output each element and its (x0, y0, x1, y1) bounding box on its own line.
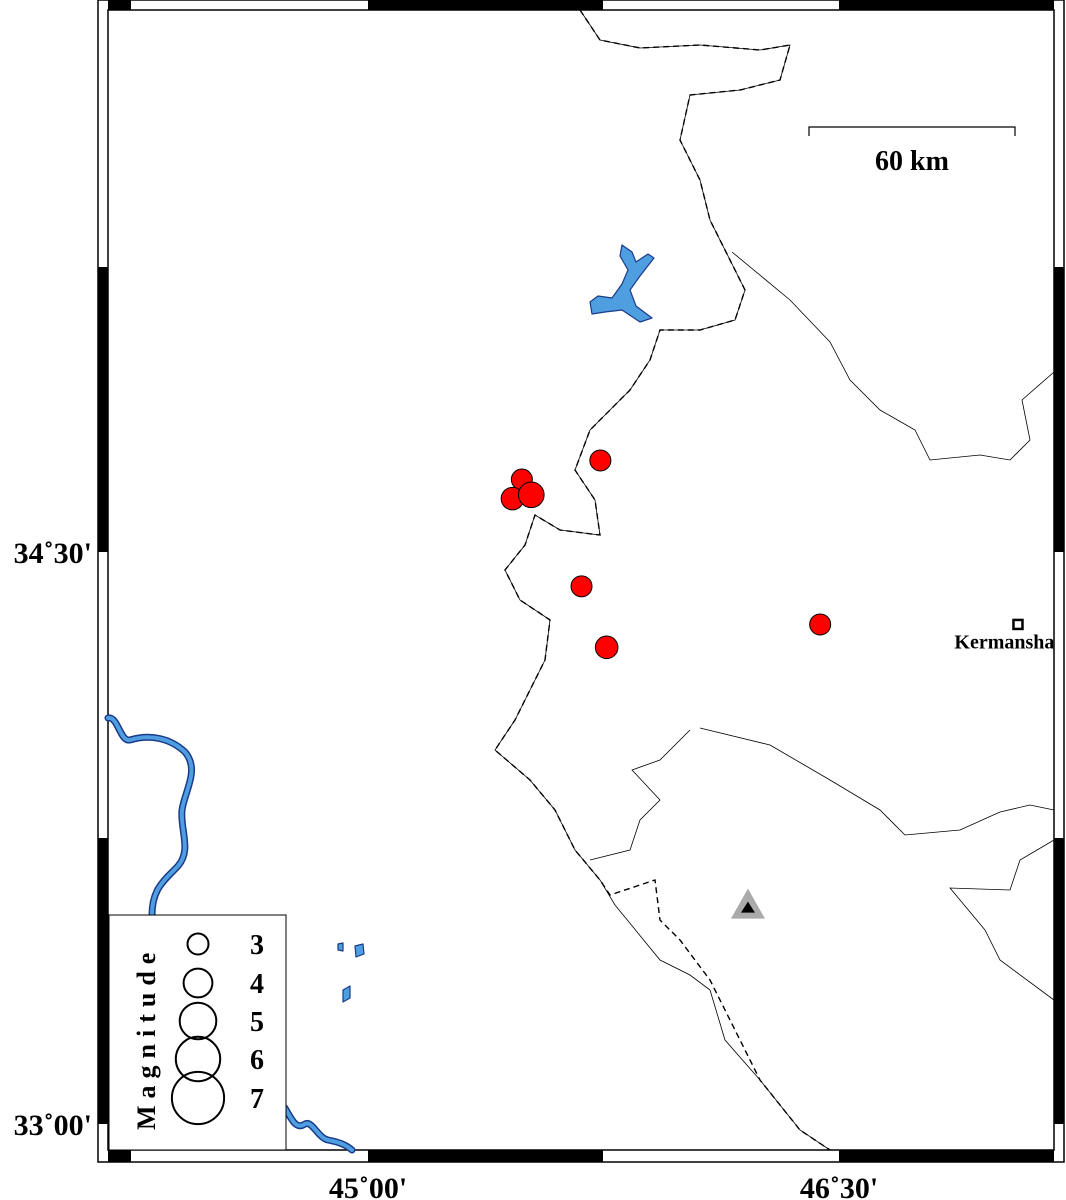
international-border (494, 9, 831, 1151)
earthquake-marker (589, 449, 612, 472)
lat-tick-label: 34˚30' (14, 537, 92, 570)
legend-title: Magnitude (132, 946, 161, 1130)
legend-label: 7 (250, 1084, 264, 1115)
legend-label: 5 (250, 1007, 264, 1038)
square-marker-icon (1012, 618, 1024, 631)
map-frame (97, 0, 1065, 1163)
earthquake-marker (570, 575, 593, 598)
earthquake-marker (809, 613, 832, 636)
lat-tick-label: 33˚00' (14, 1109, 92, 1142)
legend-circle (170, 1070, 226, 1126)
water-bodies (104, 244, 655, 1154)
legend-label: 3 (250, 930, 264, 961)
scale-bar-label: 60 km (875, 146, 949, 177)
earthquake-events (500, 449, 832, 660)
magnitude-legend: Magnitude 3 4 5 6 7 (108, 914, 287, 1151)
earthquake-marker (594, 635, 619, 660)
legend-circle (182, 967, 214, 999)
earthquake-marker (517, 481, 545, 509)
legend-label: 4 (250, 969, 264, 1000)
legend-circle (174, 1035, 222, 1083)
legend-circle (186, 932, 210, 956)
scale-bar: 60 km (808, 126, 1016, 177)
legend-label: 6 (250, 1045, 264, 1076)
city-label-kermanshah: Kermanshah (954, 631, 1065, 653)
lon-tick-label: 46˚30' (800, 1172, 878, 1200)
lon-tick-label: 45˚00' (329, 1172, 407, 1200)
triangle-station-icon (730, 888, 765, 919)
legend-circle (178, 1001, 218, 1041)
